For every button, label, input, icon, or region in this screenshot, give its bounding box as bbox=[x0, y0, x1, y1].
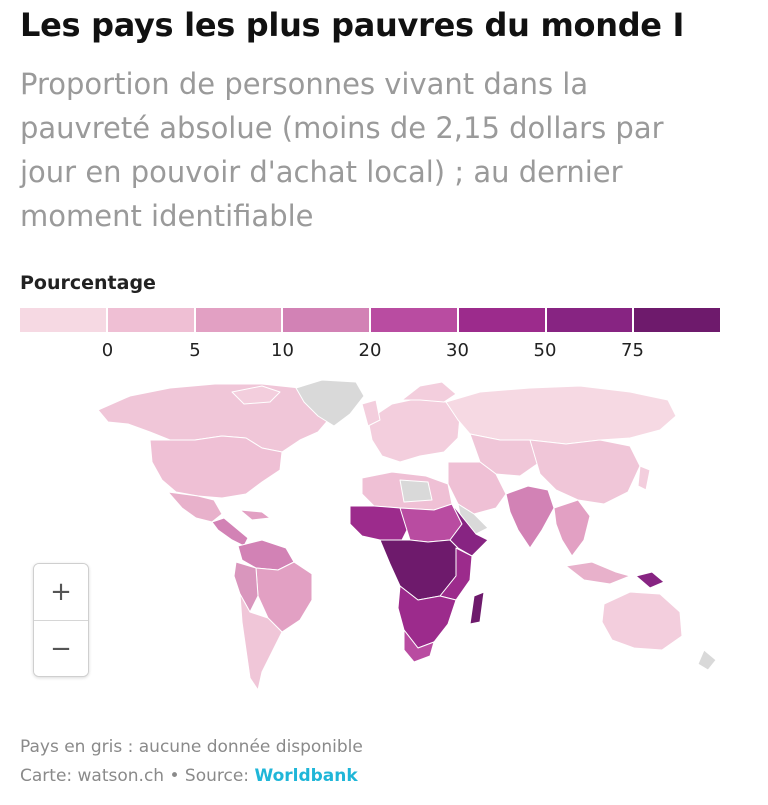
region-southeast-asia[interactable] bbox=[553, 499, 591, 557]
region-alaska-canada[interactable] bbox=[97, 383, 331, 453]
legend-tick: 0 bbox=[101, 340, 114, 361]
legend-swatch-75-plus bbox=[634, 308, 720, 332]
zoom-out-button[interactable]: − bbox=[34, 620, 88, 676]
page-title: Les pays les plus pauvres du monde I bbox=[20, 6, 685, 44]
region-uk-iceland[interactable] bbox=[361, 399, 381, 427]
region-mexico[interactable] bbox=[167, 491, 223, 523]
region-scandinavia[interactable] bbox=[401, 381, 457, 403]
world-choropleth-map[interactable] bbox=[0, 370, 768, 710]
legend-swatch-30-50 bbox=[458, 308, 545, 332]
region-south-africa[interactable] bbox=[403, 629, 435, 663]
legend-swatch-10-20 bbox=[283, 308, 369, 332]
legend-swatch-20-30 bbox=[371, 308, 457, 332]
region-madagascar[interactable] bbox=[469, 591, 485, 625]
region-europe[interactable] bbox=[367, 397, 461, 463]
zoom-in-button[interactable]: + bbox=[34, 564, 88, 620]
region-argentina-chile[interactable] bbox=[239, 593, 283, 691]
legend-color-scale bbox=[20, 308, 720, 332]
region-china-mongolia[interactable] bbox=[529, 439, 641, 505]
region-india[interactable] bbox=[505, 485, 555, 549]
legend-swatch-nodata-bin bbox=[20, 308, 106, 332]
region-southern-africa[interactable] bbox=[397, 585, 457, 649]
region-russia[interactable] bbox=[445, 385, 677, 445]
credit-text: Carte: watson.ch • Source: bbox=[20, 766, 255, 786]
legend-ticks: 0 5 10 20 30 50 75 bbox=[20, 340, 720, 364]
legend-tick: 5 bbox=[189, 340, 201, 361]
legend-tick: 75 bbox=[621, 340, 644, 361]
region-central-america[interactable] bbox=[211, 517, 249, 547]
region-caribbean[interactable] bbox=[239, 509, 271, 521]
region-japan[interactable] bbox=[637, 465, 651, 491]
region-middle-east[interactable] bbox=[447, 461, 507, 515]
region-greenland[interactable] bbox=[295, 379, 365, 427]
region-new-zealand[interactable] bbox=[697, 649, 717, 671]
legend-swatch-0-5 bbox=[107, 308, 194, 332]
legend-swatch-5-10 bbox=[195, 308, 282, 332]
region-brazil[interactable] bbox=[255, 561, 313, 633]
legend-swatch-50-75 bbox=[546, 308, 633, 332]
legend-tick: 20 bbox=[358, 340, 382, 361]
legend-tick: 30 bbox=[446, 340, 469, 361]
region-papua-new-guinea[interactable] bbox=[635, 571, 665, 589]
legend-tick: 50 bbox=[533, 340, 557, 361]
source-link[interactable]: Worldbank bbox=[254, 766, 358, 786]
region-usa[interactable] bbox=[149, 435, 283, 499]
legend-title: Pourcentage bbox=[20, 272, 156, 294]
page-subtitle: Proportion de personnes vivant dans la p… bbox=[20, 67, 664, 233]
legend-tick: 10 bbox=[271, 340, 294, 361]
region-libya-nodata[interactable] bbox=[399, 479, 433, 503]
no-data-note: Pays en gris : aucune donnée disponible bbox=[20, 737, 363, 757]
region-canada-islands[interactable] bbox=[231, 385, 281, 405]
region-indonesia[interactable] bbox=[565, 561, 631, 585]
zoom-control: + − bbox=[33, 563, 89, 677]
region-australia[interactable] bbox=[601, 591, 683, 651]
credit-line: Carte: watson.ch • Source: Worldbank bbox=[20, 766, 358, 786]
